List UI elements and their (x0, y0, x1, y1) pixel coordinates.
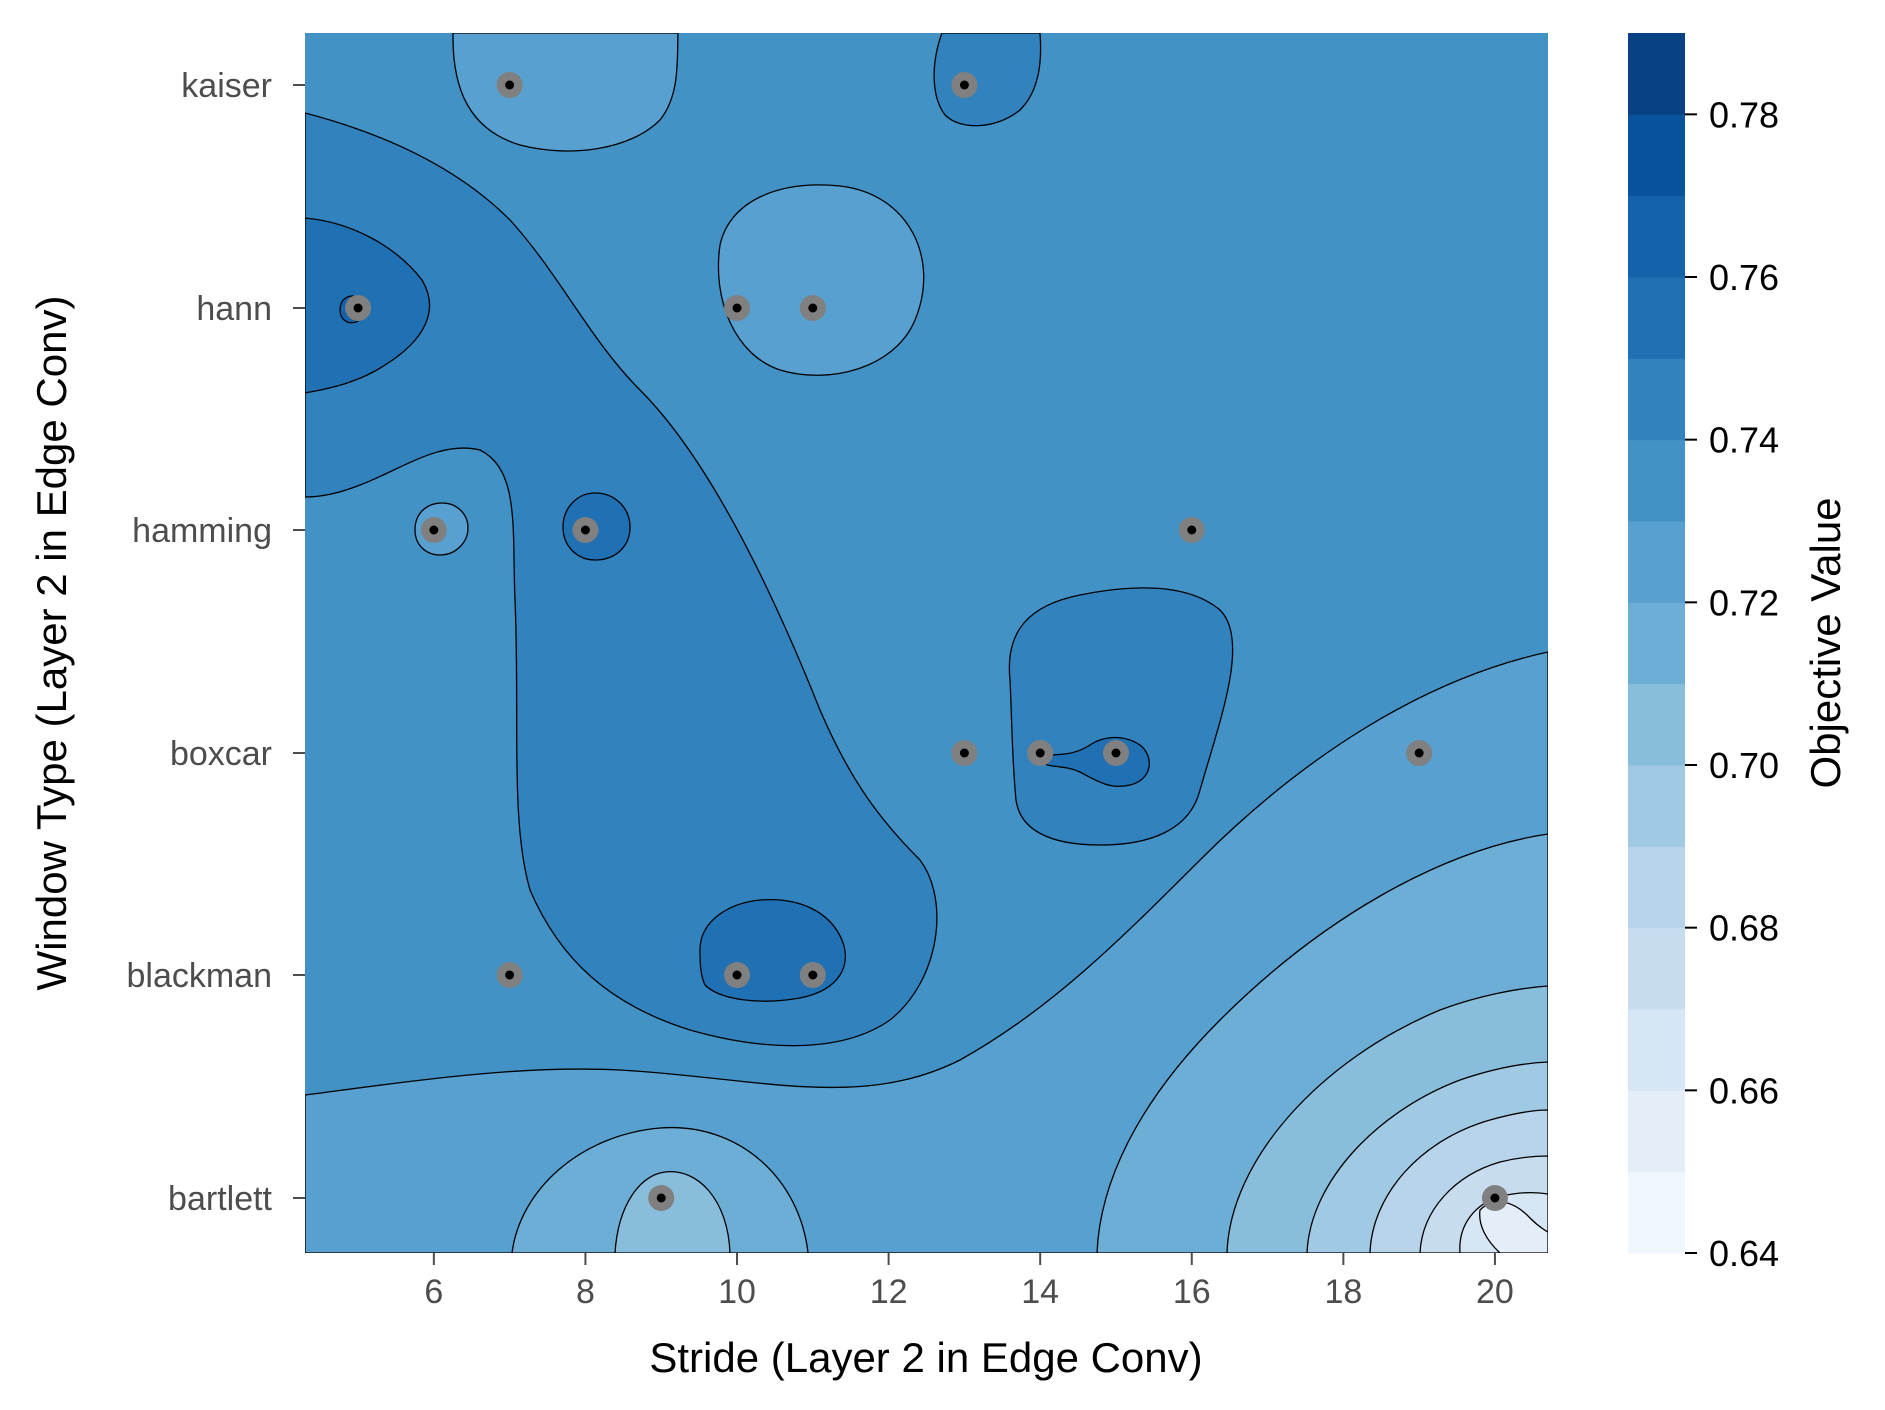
trial-marker-dot (1187, 525, 1197, 535)
trial-marker-dot (656, 1193, 666, 1203)
colorbar-tick-label: 0.64 (1709, 1233, 1779, 1274)
colorbar-band (1628, 521, 1685, 603)
colorbar-title: Objective Value (1802, 497, 1849, 788)
colorbar-band (1628, 1090, 1685, 1173)
trial-marker-dot (505, 970, 515, 980)
x-axis: 6 8 10 12 14 16 18 20 (424, 1253, 1514, 1311)
trial-marker-dot (732, 303, 742, 313)
trial-marker-dot (505, 80, 515, 90)
trial-point (1027, 740, 1054, 766)
trial-marker-dot (959, 748, 969, 758)
trial-marker-dot (959, 80, 969, 90)
y-axis: bartlett blackman boxcar hamming hann kaiser (126, 67, 305, 1218)
colorbar-tick-label: 0.72 (1709, 582, 1779, 623)
y-tick-label: blackman (126, 957, 272, 995)
trial-point (496, 962, 523, 988)
trial-point (572, 517, 599, 543)
colorbar: 0.64 0.66 0.68 0.70 0.72 0.74 0.76 0.78 (1628, 33, 1779, 1274)
trial-marker-dot (808, 303, 818, 313)
x-tick-label: 6 (424, 1273, 443, 1311)
trial-marker-dot (1035, 748, 1045, 758)
trial-point (420, 517, 447, 543)
contour-band-0.70-bartlett (614, 1171, 731, 1253)
trial-point (1102, 740, 1129, 766)
colorbar-band (1628, 846, 1685, 929)
trial-point (799, 962, 826, 988)
trial-point (345, 295, 372, 321)
trial-point (1481, 1185, 1508, 1211)
colorbar-band (1628, 114, 1685, 197)
trial-point (496, 72, 523, 98)
colorbar-band (1628, 927, 1685, 1010)
x-axis-title: Stride (Layer 2 in Edge Conv) (649, 1334, 1202, 1381)
colorbar-band (1628, 195, 1685, 278)
y-tick-label: bartlett (168, 1180, 272, 1218)
trial-point (1406, 740, 1433, 766)
y-tick-label: hann (196, 290, 272, 328)
contour-band-0.74-central (305, 112, 938, 1047)
colorbar-tick-label: 0.78 (1709, 94, 1779, 135)
colorbar-band (1628, 602, 1685, 685)
contour-band-0.72-kaiser (452, 33, 679, 152)
y-tick-label: boxcar (170, 735, 272, 773)
trial-marker-dot (353, 303, 363, 313)
trial-marker-dot (580, 525, 590, 535)
colorbar-band (1628, 1171, 1685, 1254)
x-tick-label: 8 (576, 1273, 595, 1311)
trial-marker-dot (732, 970, 742, 980)
x-tick-label: 10 (718, 1273, 756, 1311)
colorbar-band (1628, 683, 1685, 766)
colorbar-band (1628, 765, 1685, 847)
trial-markers (345, 72, 1508, 1211)
colorbar-band (1628, 277, 1685, 359)
trial-point (648, 1185, 675, 1211)
trial-point (724, 295, 751, 321)
colorbar-tick-label: 0.66 (1709, 1070, 1779, 1111)
trial-point (799, 295, 826, 321)
y-axis-title: Window Type (Layer 2 in Edge Conv) (28, 296, 75, 991)
y-tick-label: kaiser (181, 67, 272, 105)
x-tick-label: 18 (1324, 1273, 1362, 1311)
y-tick-label: hamming (132, 512, 272, 550)
colorbar-tick-label: 0.68 (1709, 908, 1779, 949)
trial-point (724, 962, 751, 988)
colorbar-tick-label: 0.70 (1709, 745, 1779, 786)
x-tick-label: 12 (870, 1273, 908, 1311)
x-tick-label: 20 (1476, 1273, 1514, 1311)
trial-marker-dot (1490, 1193, 1500, 1203)
trial-marker-dot (1414, 748, 1424, 758)
colorbar-tick-label: 0.76 (1709, 257, 1779, 298)
trial-marker-dot (808, 970, 818, 980)
trial-marker-dot (1111, 748, 1121, 758)
trial-point (951, 740, 978, 766)
trial-point (951, 72, 978, 98)
colorbar-band (1628, 358, 1685, 441)
trial-marker-dot (429, 525, 439, 535)
colorbar-band (1628, 1009, 1685, 1091)
x-tick-label: 14 (1021, 1273, 1059, 1311)
contour-plot-area (305, 33, 1548, 1253)
colorbar-band (1628, 439, 1685, 522)
contour-band-0.74-kaiser (933, 33, 1042, 127)
contour-band-0.74-boxcar (1008, 587, 1234, 846)
trial-point (1178, 517, 1205, 543)
colorbar-tick-label: 0.74 (1709, 420, 1779, 461)
x-tick-label: 16 (1173, 1273, 1211, 1311)
colorbar-band (1628, 33, 1685, 115)
contour-band-0.72-hann (717, 184, 925, 376)
